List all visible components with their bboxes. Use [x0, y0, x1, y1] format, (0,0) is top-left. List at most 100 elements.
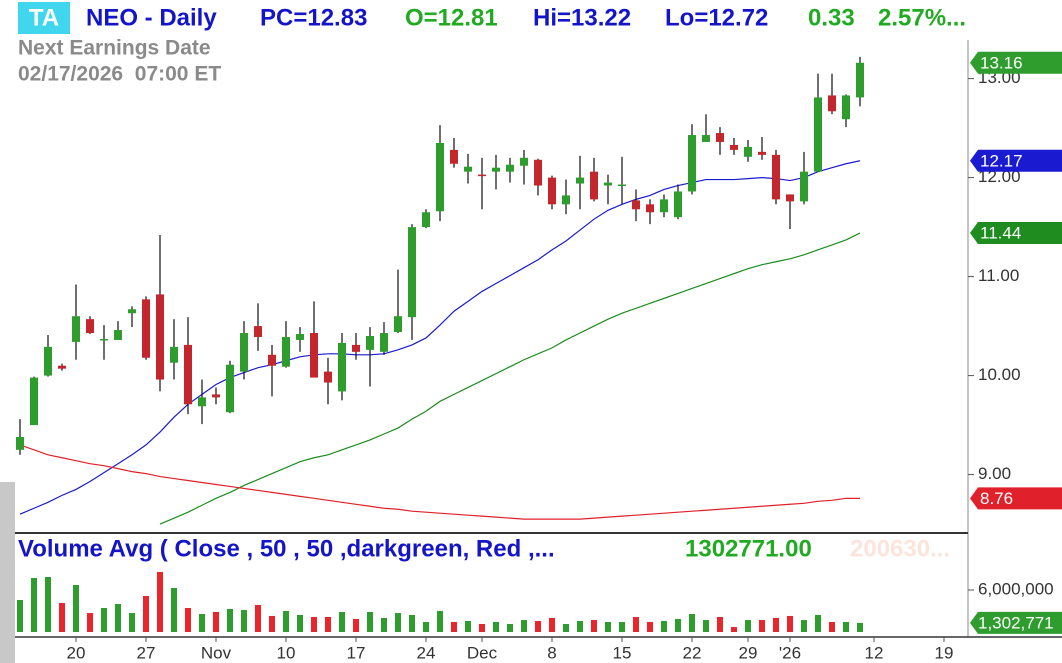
candle-body	[436, 142, 444, 212]
volume-bar	[101, 607, 107, 632]
candle-body	[324, 371, 332, 383]
candle-body	[450, 149, 458, 164]
volume-bar	[213, 611, 219, 632]
candle-body	[86, 319, 94, 334]
badge-box	[18, 2, 70, 34]
volume-bar	[297, 614, 303, 632]
last-value-tag	[970, 487, 1062, 510]
candle-body	[800, 171, 808, 202]
last-value-tag	[970, 149, 1062, 172]
candle-body	[660, 199, 668, 213]
candle-body	[856, 62, 864, 98]
change-pct: 2.57%...	[878, 4, 966, 31]
volume-bar	[171, 587, 177, 632]
volume-bar	[409, 614, 415, 632]
moving-average	[159, 232, 861, 525]
candle-body	[114, 330, 122, 340]
candle-body	[688, 135, 696, 192]
moving-average	[19, 160, 861, 515]
volume-title: Volume Avg ( Close , 50 , 50 ,darkgreen,…	[18, 535, 555, 562]
candle-body	[674, 191, 682, 218]
candle-body	[758, 151, 766, 155]
candle-body	[366, 335, 374, 350]
volume-bar	[269, 615, 275, 632]
volume-bar	[115, 603, 121, 632]
volume-bar	[647, 621, 653, 632]
candle-body	[198, 397, 206, 407]
x-tick-label: 20	[67, 643, 86, 662]
volume-bar	[493, 621, 499, 632]
volume-bar	[353, 618, 359, 632]
candle-body	[786, 194, 794, 202]
volume-bar	[745, 620, 751, 632]
volume-bar	[605, 621, 611, 632]
candle-body	[534, 159, 542, 186]
volume-bar	[773, 617, 779, 632]
candle-body	[478, 174, 486, 177]
volume-bar	[227, 608, 233, 632]
low-text: Lo=12.72	[665, 4, 768, 31]
x-tick-label: 29	[739, 643, 758, 662]
volume-bar	[479, 624, 485, 632]
earnings-label: Next Earnings Date	[18, 37, 211, 60]
prev-close: PC=12.83	[260, 4, 367, 31]
volume-bar	[465, 621, 471, 632]
candle-body	[422, 212, 430, 228]
volume-bar	[675, 618, 681, 632]
candle-body	[576, 177, 584, 184]
high-text: Hi=13.22	[533, 4, 631, 31]
volume-bar	[661, 621, 667, 632]
volume-bar	[17, 600, 23, 632]
candle-body	[268, 354, 276, 366]
candle-body	[562, 195, 570, 205]
volume-bar	[87, 613, 93, 632]
volume-bar	[591, 620, 597, 632]
volume-bar	[689, 614, 695, 632]
volume-bar	[843, 621, 849, 632]
x-tick-label: 19	[935, 643, 954, 662]
candle-body	[702, 135, 710, 142]
volume-bar	[395, 613, 401, 632]
y-tick-label: 10.00	[978, 365, 1021, 384]
volume-bar	[507, 624, 513, 632]
candle-body	[814, 97, 822, 172]
volume-bar	[45, 576, 51, 632]
volume-bar	[535, 621, 541, 632]
volume-last-label: 1,302,771	[978, 613, 1054, 632]
candle-body	[72, 316, 80, 342]
x-tick-label: 12	[865, 643, 884, 662]
volume-bar	[437, 610, 443, 632]
open-text: O=12.81	[405, 4, 498, 31]
candle-body	[730, 144, 738, 150]
volume-bar	[801, 620, 807, 632]
volume-bar	[731, 627, 737, 632]
candle-body	[464, 166, 472, 172]
candle-body	[408, 227, 416, 318]
volume-bar	[241, 610, 247, 632]
volume-bar	[829, 621, 835, 632]
candle-body	[506, 164, 514, 172]
candle-body	[44, 346, 52, 376]
x-tick-label: 8	[547, 643, 556, 662]
moving-average	[19, 444, 860, 520]
candle-body	[212, 394, 220, 398]
earnings-date: 02/17/2026 07:00 ET	[18, 63, 221, 86]
x-tick-label: 10	[277, 643, 296, 662]
volume-bar	[129, 613, 135, 632]
candle-body	[604, 182, 612, 186]
x-tick-label: 15	[613, 643, 632, 662]
candle-body	[310, 333, 318, 378]
volume-bar	[143, 596, 149, 632]
candle-body	[296, 334, 304, 340]
last-value-label: 8.76	[980, 489, 1013, 508]
x-tick-label: 17	[347, 643, 366, 662]
candle-body	[548, 177, 556, 205]
candle-body	[590, 171, 598, 200]
volume-bar	[549, 617, 555, 632]
volume-bar	[339, 611, 345, 632]
candle-body	[100, 338, 108, 341]
volume-bar	[577, 621, 583, 632]
